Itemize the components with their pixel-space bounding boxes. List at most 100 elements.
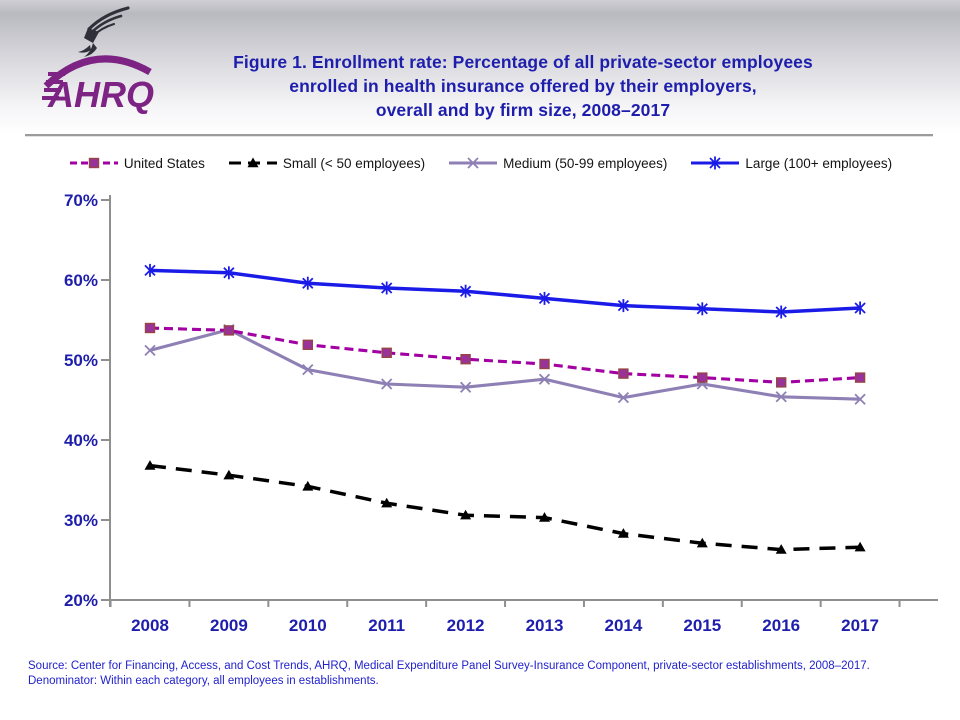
x-tick-label: 2016 bbox=[762, 616, 800, 635]
series-line bbox=[149, 268, 861, 314]
marker-square bbox=[618, 368, 629, 379]
marker-triangle bbox=[775, 544, 787, 554]
marker-square bbox=[223, 325, 235, 336]
marker-triangle bbox=[381, 497, 393, 508]
marker-x bbox=[538, 373, 551, 385]
y-tick-label: 60% bbox=[64, 271, 98, 290]
marker-asterisk bbox=[144, 263, 156, 277]
legend-swatch-triangle bbox=[228, 157, 277, 168]
marker-x bbox=[467, 157, 479, 169]
marker-triangle bbox=[539, 512, 550, 522]
figure-title-line-3: overall and by firm size, 2008–2017 bbox=[375, 99, 671, 120]
x-tick-label: 2009 bbox=[210, 616, 248, 635]
x-tick-label: 2015 bbox=[683, 616, 721, 635]
source-line: Source: Center for Financing, Access, an… bbox=[28, 660, 870, 672]
header-divider bbox=[25, 134, 933, 137]
x-tick-label: 2012 bbox=[447, 616, 485, 635]
marker-square bbox=[776, 377, 787, 388]
ahrq-logo-graphic: AHRQ bbox=[42, 6, 154, 115]
series-medium-50-99-employees bbox=[144, 323, 866, 405]
hhs-eagle-icon bbox=[78, 6, 130, 57]
chart-legend: United States Small (< 50 employees) Mediu… bbox=[0, 150, 960, 176]
ahrq-logo: AHRQ bbox=[36, 4, 160, 120]
marker-x bbox=[617, 391, 630, 404]
marker-triangle bbox=[696, 537, 708, 548]
legend-item-large-100-employees: Large (100+ employees) bbox=[689, 155, 892, 171]
marker-asterisk bbox=[854, 301, 866, 315]
header-banner: AHRQ Figure 1. Enrollment rate: Percenta… bbox=[0, 0, 960, 135]
marker-triangle bbox=[617, 528, 629, 538]
marker-square bbox=[88, 157, 100, 169]
marker-triangle bbox=[247, 157, 259, 168]
marker-triangle bbox=[854, 541, 866, 552]
marker-x bbox=[775, 391, 787, 403]
marker-square bbox=[460, 353, 471, 365]
x-axis-ticks: 2008 2009 2010 2011 2012 2013 2014 2015 2016 2017 bbox=[109, 600, 901, 635]
marker-x bbox=[302, 363, 314, 376]
marker-square bbox=[539, 358, 550, 370]
x-tick-label: 2011 bbox=[368, 616, 405, 635]
x-tick-label: 2013 bbox=[526, 616, 564, 635]
marker-asterisk bbox=[381, 281, 393, 295]
legend-label: Small (< 50 employees) bbox=[282, 155, 426, 171]
x-tick-label: 2014 bbox=[604, 616, 642, 635]
series-small-50-employees bbox=[144, 460, 866, 554]
legend-item-united-states: United States bbox=[68, 155, 205, 171]
enrollment-line-chart: 20%30%40%50%60%70%2008 2009 2010 2011 2012 20… bbox=[64, 191, 938, 635]
figure-title-line-2: enrolled in health insurance offered by … bbox=[289, 75, 757, 96]
marker-square bbox=[302, 339, 313, 351]
marker-asterisk bbox=[696, 302, 708, 316]
y-tick-label: 30% bbox=[64, 511, 98, 530]
series-line bbox=[149, 326, 861, 384]
marker-asterisk bbox=[538, 291, 551, 305]
denominator-line: Denominator: Within each category, all e… bbox=[28, 675, 379, 687]
legend-swatch-square bbox=[69, 157, 118, 169]
axes bbox=[108, 195, 938, 607]
series-large-100-employees bbox=[144, 263, 866, 319]
ahrq-logo-text: AHRQ bbox=[47, 74, 154, 115]
legend-swatch-asterisk bbox=[691, 156, 740, 170]
marker-asterisk bbox=[617, 299, 630, 313]
ahrq-speed-stripes bbox=[42, 72, 65, 100]
marker-square bbox=[144, 322, 156, 334]
x-tick-label: 2017 bbox=[841, 616, 879, 635]
figure-title-line-1: Figure 1. Enrollment rate: Percentage of… bbox=[233, 51, 813, 72]
y-tick-label: 70% bbox=[64, 191, 98, 210]
legend-label: United States bbox=[123, 155, 205, 171]
marker-square bbox=[854, 372, 866, 383]
series-united-states bbox=[144, 322, 866, 388]
marker-square bbox=[381, 347, 392, 359]
ahrq-wordmark: AHRQ bbox=[42, 55, 154, 115]
y-tick-label: 50% bbox=[64, 351, 98, 370]
x-tick-label: 2008 bbox=[131, 616, 169, 635]
marker-x bbox=[854, 393, 866, 405]
marker-asterisk bbox=[223, 266, 235, 280]
marker-asterisk bbox=[302, 276, 314, 290]
marker-x bbox=[144, 344, 156, 357]
y-axis-ticks: 20% 30% 40% 50% 60% 70% bbox=[64, 191, 110, 610]
legend-swatch-x-cross bbox=[449, 157, 498, 169]
marker-square bbox=[697, 372, 708, 383]
series-line bbox=[149, 463, 861, 552]
legend-label: Large (100+ employees) bbox=[745, 155, 893, 171]
marker-triangle bbox=[144, 460, 156, 470]
x-tick-label: 2010 bbox=[289, 616, 327, 635]
marker-asterisk bbox=[775, 305, 787, 319]
legend-item-small-50-employees: Small (< 50 employees) bbox=[227, 155, 425, 171]
marker-triangle bbox=[460, 509, 472, 520]
source-note: Source: Center for Financing, Access, an… bbox=[28, 659, 943, 689]
ahrq-swoosh bbox=[43, 55, 152, 89]
y-tick-label: 20% bbox=[64, 591, 98, 610]
y-tick-label: 40% bbox=[64, 431, 98, 450]
figure-title: Figure 1. Enrollment rate: Percentage of… bbox=[150, 50, 896, 122]
marker-x bbox=[381, 378, 393, 390]
marker-asterisk bbox=[459, 284, 472, 298]
marker-triangle bbox=[223, 469, 235, 480]
legend-item-medium-50-99-employees: Medium (50-99 employees) bbox=[447, 155, 667, 171]
marker-asterisk bbox=[709, 156, 722, 170]
series-line bbox=[149, 327, 861, 401]
marker-x bbox=[459, 381, 472, 393]
marker-triangle bbox=[302, 480, 314, 491]
legend-label: Medium (50-99 employees) bbox=[503, 155, 668, 171]
